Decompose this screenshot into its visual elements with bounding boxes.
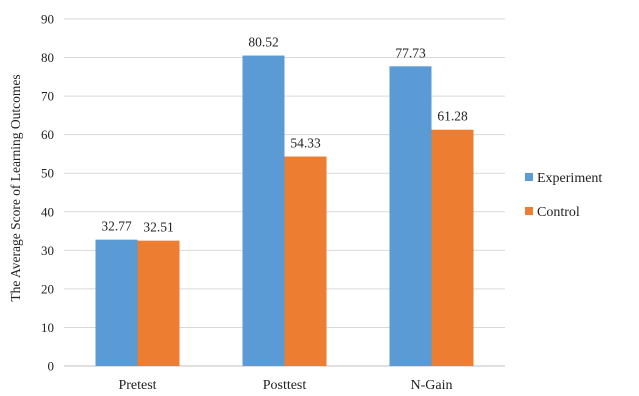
x-tick-label: N-Gain	[411, 378, 453, 393]
bar-experiment-n-gain	[389, 66, 432, 366]
y-tick-label: 50	[41, 166, 54, 181]
x-tick-label: Posttest	[263, 378, 307, 393]
data-label: 77.73	[395, 45, 426, 60]
bar-control-posttest	[284, 156, 327, 366]
y-tick-label: 80	[41, 50, 54, 65]
y-tick-label: 70	[41, 89, 54, 104]
legend-swatch-experiment	[525, 173, 533, 181]
y-tick-label: 60	[41, 127, 54, 142]
legend-label-experiment: Experiment	[537, 171, 602, 186]
data-label: 61.28	[437, 109, 468, 124]
data-label: 80.52	[248, 35, 278, 50]
legend-swatch-control	[525, 207, 533, 215]
y-axis-title: The Average Score of Learning Outcomes	[8, 74, 23, 301]
data-labels: 32.77 32.51 80.52 54.33 77.73 61.28	[101, 35, 468, 235]
legend-label-control: Control	[537, 205, 580, 220]
y-tick-label: 40	[41, 204, 54, 219]
y-tick-label: 30	[41, 243, 54, 258]
data-label: 54.33	[290, 136, 321, 151]
x-tick-label: Pretest	[118, 378, 156, 393]
y-tick-label: 0	[48, 359, 55, 374]
bar-control-pretest	[137, 240, 180, 366]
legend: Experiment Control	[525, 171, 602, 220]
bar-experiment-posttest	[242, 55, 285, 367]
data-label: 32.51	[143, 220, 173, 235]
y-tick-label: 90	[41, 12, 54, 27]
y-tick-label: 10	[41, 320, 54, 335]
bars	[95, 55, 474, 367]
bar-experiment-pretest	[95, 239, 138, 366]
y-tick-label: 20	[41, 281, 54, 296]
data-label: 32.77	[101, 219, 132, 234]
bar-control-n-gain	[431, 129, 474, 366]
